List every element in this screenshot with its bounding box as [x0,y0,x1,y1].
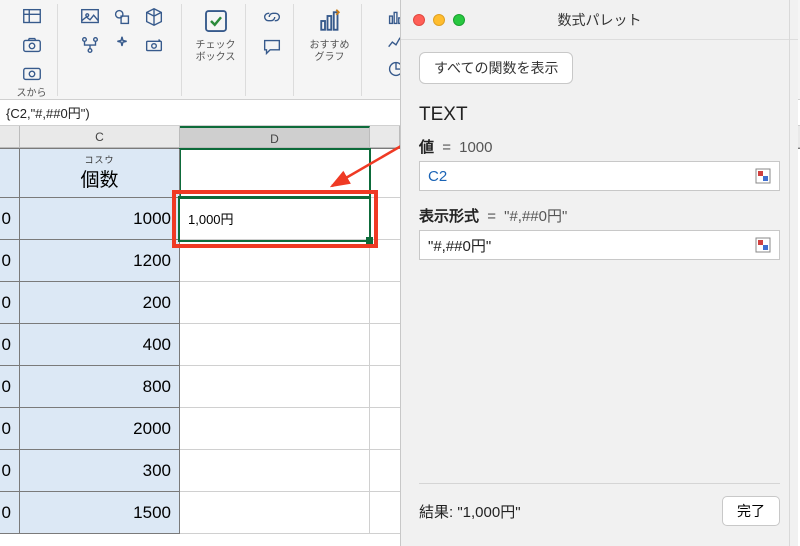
ribbon-group-chart: おすすめ グラフ [298,4,362,96]
param2-label: 表示形式 [419,208,479,225]
shapes-icon[interactable] [109,6,135,28]
cell-e[interactable] [370,324,400,366]
picture-icon[interactable] [77,6,103,28]
cell-c[interactable]: 200 [20,282,180,324]
param1-field-text: C2 [428,168,447,185]
formula-text: {C2,"#,##0円") [6,103,90,122]
cell-e[interactable] [370,408,400,450]
cell-e[interactable] [370,492,400,534]
col-header-b[interactable] [0,126,20,147]
cell-e[interactable] [370,450,400,492]
param1-value: 1000 [459,139,492,156]
ribbon-group-label: スから [17,88,47,100]
cell-d[interactable] [180,492,370,534]
param2-field-text: "#,##0円" [428,235,491,256]
cell-b[interactable]: 0 [0,450,20,492]
cell-c[interactable]: 1000 [20,198,180,240]
cube-icon[interactable] [141,6,167,28]
checkbox-button[interactable]: チェック ボックス [191,6,241,64]
cell-b[interactable]: 0 [0,366,20,408]
param1-line: 値 = 1000 [419,136,780,157]
cell-b[interactable]: 0 [0,408,20,450]
col-header-c[interactable]: C [20,126,180,147]
cell-e[interactable] [370,282,400,324]
cell-c[interactable]: 300 [20,450,180,492]
function-name: TEXT [419,104,780,126]
cell-c[interactable]: 2000 [20,408,180,450]
cell-b[interactable]: 0 [0,198,20,240]
comment-icon[interactable] [259,36,285,58]
param1-label: 値 [419,139,434,156]
result-text: 結果: "1,000円" [419,501,521,522]
param2-value: "#,##0円" [504,208,567,225]
cell-d[interactable] [180,408,370,450]
show-all-functions-button[interactable]: すべての関数を表示 [419,52,573,84]
range-select-icon-2[interactable] [755,237,771,253]
cell-d[interactable] [180,324,370,366]
done-button[interactable]: 完了 [722,496,780,526]
param2-input[interactable]: "#,##0円" [419,230,780,260]
camera-icon[interactable] [19,34,45,56]
cell-b[interactable]: 0 [0,492,20,534]
link-icon[interactable] [259,6,285,28]
cell-d[interactable] [180,450,370,492]
cell-d[interactable] [180,240,370,282]
palette-title: 数式パレット [401,10,798,30]
cell-c[interactable]: 1200 [20,240,180,282]
camera-shape-icon[interactable] [141,34,167,56]
cell-b[interactable]: 0 [0,324,20,366]
col-header-d[interactable]: D [180,126,370,147]
ribbon-group-shapes [62,4,182,96]
table-icon[interactable] [19,6,45,28]
cell-d[interactable] [180,366,370,408]
palette-body: すべての関数を表示 TEXT 値 = 1000 C2 表示形式 = "#,##0… [401,40,798,284]
header-ruby: コスウ [84,153,114,166]
ribbon-group-insert: スから [6,4,58,96]
ribbon-group-links [250,4,294,96]
chart-label: おすすめ グラフ [310,40,350,64]
header-text: 個数 [80,165,118,192]
cell-e[interactable] [370,240,400,282]
param2-line: 表示形式 = "#,##0円" [419,205,780,226]
cell-d[interactable] [180,282,370,324]
ribbon-group-checkbox: チェック ボックス [186,4,246,96]
smartart-icon[interactable] [77,34,103,56]
cell-c[interactable]: 400 [20,324,180,366]
camera2-icon[interactable] [19,62,45,84]
cell-b[interactable]: 0 [0,282,20,324]
cell-e-header[interactable] [370,149,400,198]
palette-titlebar: 数式パレット [401,0,798,40]
cell-c-header[interactable]: コスウ 個数 [20,149,180,198]
recommended-chart-button[interactable]: おすすめ グラフ [305,6,355,64]
checkbox-label: チェック ボックス [196,40,236,64]
cell-e[interactable] [370,366,400,408]
cell-c[interactable]: 1500 [20,492,180,534]
cell-d-header[interactable] [180,149,370,198]
param1-input[interactable]: C2 [419,161,780,191]
sparkle-icon[interactable] [109,34,135,56]
col-header-e[interactable] [370,126,400,147]
range-select-icon[interactable] [755,168,771,184]
cell-e[interactable] [370,198,400,240]
cell-d[interactable]: 1,000円 [180,198,370,240]
palette-footer: 結果: "1,000円" 完了 [419,483,780,526]
formula-palette-window: 数式パレット すべての関数を表示 TEXT 値 = 1000 C2 表示形式 =… [400,0,798,546]
cell-b[interactable]: 0 [0,240,20,282]
cell-c[interactable]: 800 [20,366,180,408]
cell-b-header[interactable] [0,149,20,198]
